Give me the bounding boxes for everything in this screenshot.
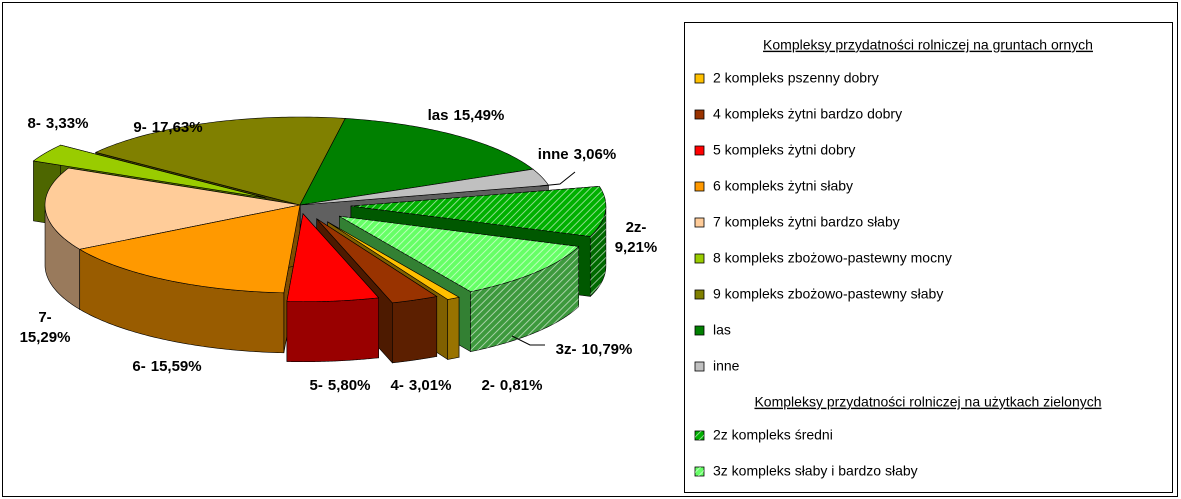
data-label-value: 15,49% [453,107,504,124]
data-labels: 2- 0,81% 4- 3,01% 5- 5,80% 6- 15,59% 7- 15,29% 8- 3… [20,107,658,394]
data-label-name: 4- [391,377,404,394]
data-label-value: 15,59% [151,358,202,375]
legend-label: 5 kompleks żytni dobry [713,142,855,158]
legend-swatch [694,325,705,336]
data-label: 7- [38,309,51,326]
leader-line [539,171,576,187]
data-label-value: 5,80% [328,377,371,394]
data-label-name: inne [538,146,569,163]
slice-wall-hatch [470,246,579,352]
legend-swatch [694,145,705,156]
legend-swatch [694,253,705,264]
pie [32,116,607,364]
data-label-name: las [428,107,449,124]
leader-line [511,335,545,346]
legend-label: 2z kompleks średni [713,427,833,443]
legend-swatch [694,217,705,228]
data-label: inne 3,06% [538,146,616,163]
data-label-value: 3,01% [409,377,452,394]
legend-swatch [694,361,705,372]
legend: Kompleksy przydatności rolniczej na grun… [694,37,1102,479]
data-label-value: 17,63% [152,119,203,136]
data-label-value: 3,06% [574,146,617,163]
slice-hatch [339,216,579,292]
slice-hatch [350,186,606,237]
slice [299,118,534,206]
data-label-value: 10,79% [581,341,632,358]
slice [94,116,346,206]
legend-label: 2 kompleks pszenny dobry [713,70,879,86]
legend-swatch [694,289,705,300]
legend-title: Kompleksy przydatności rolniczej na grun… [763,37,1093,53]
data-label-name: 5- [310,377,323,394]
data-label: las 15,49% [428,107,505,124]
legend-label: 8 kompleks zbożowo-pastewny mocny [713,250,952,266]
legend-title: Kompleksy przydatności rolniczej na użyt… [754,394,1101,410]
slice [286,213,380,303]
legend-label: las [713,322,731,338]
legend-label: 6 kompleks żytni słaby [713,178,853,194]
slice [78,204,301,294]
data-label-name: 2- [482,377,495,394]
data-label-name: 6- [132,358,145,375]
data-label-name: 8- [28,115,41,132]
data-label: 4- 3,01% [391,377,452,394]
data-label-value: 3,33% [46,115,89,132]
data-label: 9,21% [615,239,658,256]
legend-label: inne [713,358,740,374]
legend-label: 3z kompleks słaby i bardzo słaby [713,463,918,479]
slice [299,168,550,206]
data-label: 6- 15,59% [132,358,201,375]
data-label: 3z- 10,79% [556,341,633,358]
data-label-name: 9- [133,119,146,136]
legend-label: 9 kompleks zbożowo-pastewny słaby [713,286,943,302]
slice-wall-hatch [590,206,606,297]
data-label: 9- 17,63% [133,119,202,136]
data-label: 2z- [626,219,647,236]
slice-wall [392,296,438,364]
slice [44,167,301,250]
legend-box [684,22,1173,493]
slice-wall [447,296,460,360]
legend-swatch-hatch [695,431,704,440]
slice [32,144,266,199]
slice [327,221,460,300]
slice [316,218,438,304]
legend-swatch [694,109,705,120]
data-label: 5- 5,80% [310,377,371,394]
legend-swatch [694,181,705,192]
legend-swatch [694,73,705,84]
legend-label: 7 kompleks żytni bardzo słaby [713,214,900,230]
data-label: 8- 3,33% [28,115,89,132]
data-label-name: 3z- [556,341,577,358]
slice-wall [286,297,379,363]
data-label: 2- 0,81% [482,377,543,394]
legend-label: 4 kompleks żytni bardzo dobry [713,106,902,122]
data-label-value: 0,81% [500,377,543,394]
legend-swatch-hatch [695,467,704,476]
data-label: 15,29% [20,329,71,346]
